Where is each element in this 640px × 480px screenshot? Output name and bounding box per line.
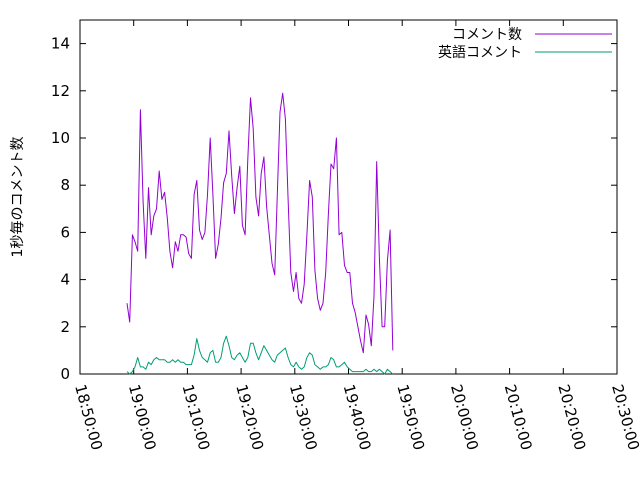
x-tick-label: 19:50:00 (393, 382, 428, 452)
x-tick-label: 19:30:00 (286, 382, 321, 452)
x-tick-label: 20:10:00 (501, 382, 536, 452)
x-tick-label: 19:40:00 (340, 382, 375, 452)
x-tick-label: 20:30:00 (608, 382, 640, 452)
series-line-2 (126, 335, 394, 375)
y-axis-title: 1秒毎のコメント数 (10, 137, 26, 258)
x-tick-label: 20:20:00 (554, 382, 589, 452)
y-tick-label: 8 (60, 176, 70, 194)
x-tick-label: 19:10:00 (179, 382, 214, 452)
legend-label-1: コメント数 (452, 27, 522, 43)
x-tick-label: 19:00:00 (125, 382, 160, 452)
x-tick-label: 19:20:00 (232, 382, 267, 452)
y-tick-label: 4 (60, 271, 70, 289)
y-tick-label: 14 (51, 35, 70, 53)
plot-border (79, 19, 618, 375)
series-line-1 (126, 92, 394, 354)
y-tick-label: 12 (51, 82, 70, 100)
x-tick-label: 18:50:00 (71, 382, 106, 452)
y-axis: 0 2 4 6 8 10 12 14 (51, 35, 617, 383)
plot-frame (79, 19, 618, 375)
legend-label-2: 英語コメント (438, 44, 522, 61)
y-tick-label: 0 (60, 365, 70, 383)
x-axis: 18:50:00 19:00:00 19:10:00 19:20:00 19:30:00… (71, 20, 640, 452)
y-tick-label: 2 (60, 318, 70, 336)
series-layer (126, 92, 394, 375)
x-tick-label: 20:00:00 (447, 382, 482, 452)
y-tick-label: 6 (60, 223, 70, 241)
y-tick-label: 10 (51, 129, 70, 147)
